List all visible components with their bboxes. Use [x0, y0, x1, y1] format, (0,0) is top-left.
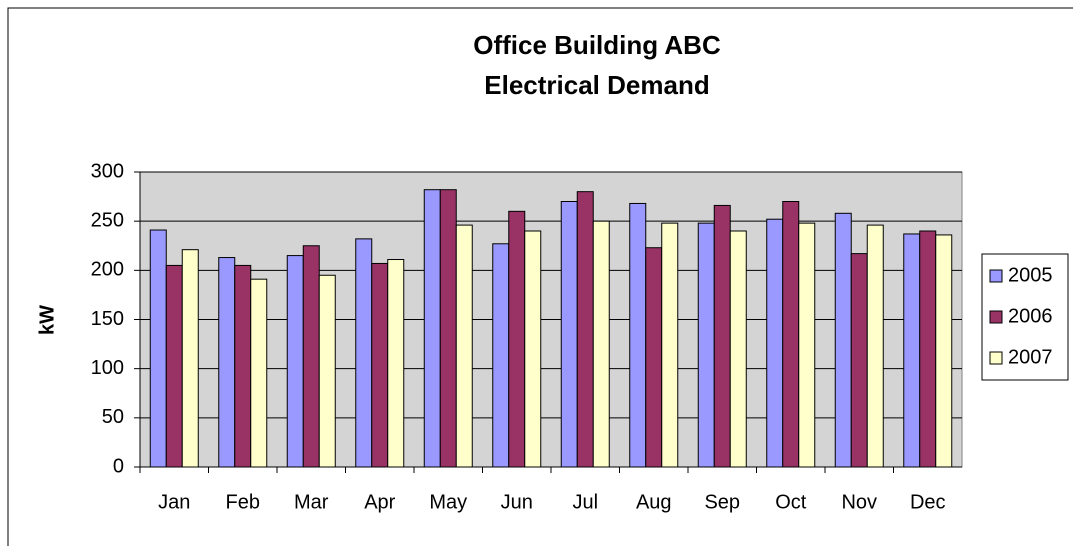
legend-swatch — [989, 310, 1003, 324]
chart-frame — [7, 7, 1073, 546]
legend-swatch — [989, 269, 1003, 283]
x-tick-label: Feb — [226, 491, 260, 513]
bar — [234, 264, 252, 468]
bar — [592, 220, 610, 468]
y-tick-label: 200 — [91, 259, 124, 281]
bar — [576, 191, 594, 468]
x-tick-label: Aug — [636, 491, 672, 513]
y-tick-label: 150 — [91, 308, 124, 330]
y-tick-label: 250 — [91, 209, 124, 231]
bar — [935, 234, 953, 468]
bar — [713, 204, 731, 468]
bar — [766, 218, 784, 468]
bar — [524, 230, 542, 468]
y-tick-label: 100 — [91, 357, 124, 379]
legend-label: 2007 — [1008, 346, 1053, 368]
chart-title: Office Building ABC — [473, 30, 721, 60]
bar — [355, 238, 373, 468]
bar — [302, 245, 320, 468]
legend-label: 2005 — [1008, 264, 1053, 286]
bar — [455, 224, 473, 468]
bar — [729, 230, 747, 468]
bar — [903, 233, 921, 468]
y-tick-label: 0 — [113, 455, 124, 477]
bar — [697, 222, 715, 468]
bar — [250, 278, 268, 468]
y-axis-label: kW — [36, 305, 58, 335]
bar — [218, 257, 236, 468]
x-tick-label: Dec — [910, 491, 946, 513]
bar — [371, 262, 389, 468]
bar — [508, 210, 526, 468]
bar — [439, 189, 457, 468]
legend-label: 2006 — [1008, 305, 1053, 327]
bar — [181, 249, 199, 468]
bar — [782, 201, 800, 468]
bar — [387, 259, 405, 468]
bar — [560, 201, 578, 468]
x-tick-label: Jul — [572, 491, 598, 513]
bar — [423, 189, 441, 468]
x-tick-label: Jun — [501, 491, 533, 513]
bar — [492, 243, 510, 468]
y-tick-label: 300 — [91, 160, 124, 182]
x-tick-label: Apr — [364, 491, 395, 513]
bar — [798, 222, 816, 468]
bar — [866, 224, 884, 468]
bar — [661, 222, 679, 468]
bar — [629, 202, 647, 468]
legend-swatch — [989, 351, 1003, 365]
x-tick-label: Sep — [704, 491, 740, 513]
x-tick-label: Nov — [841, 491, 877, 513]
x-tick-label: Jan — [158, 491, 190, 513]
bar — [286, 255, 304, 468]
bar — [318, 274, 336, 468]
x-tick-label: Mar — [294, 491, 329, 513]
x-tick-label: Oct — [775, 491, 807, 513]
y-tick-label: 50 — [102, 406, 124, 428]
bar — [645, 247, 663, 468]
chart-title: Electrical Demand — [484, 70, 709, 100]
bar — [149, 229, 167, 468]
bar — [850, 253, 868, 468]
bar — [165, 264, 183, 468]
bar — [919, 230, 937, 468]
bar — [834, 212, 852, 468]
x-tick-label: May — [429, 491, 467, 513]
